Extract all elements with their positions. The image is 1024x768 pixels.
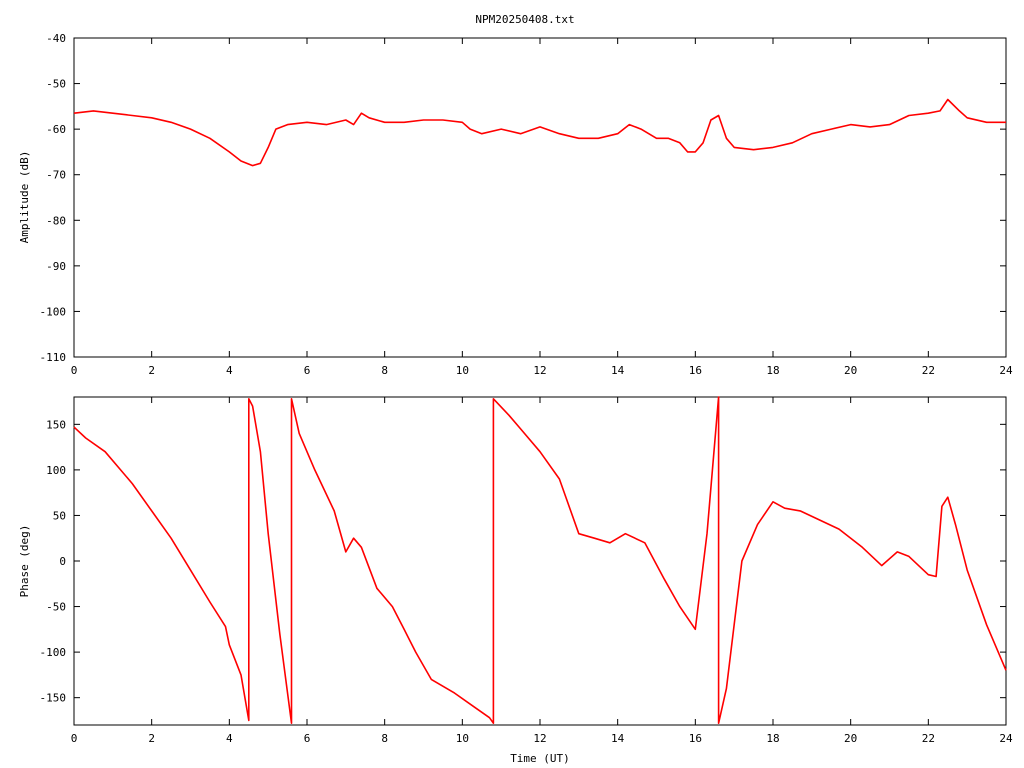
amplitude-x-tick-label: 18 [766, 364, 779, 377]
phase-x-tick-label: 20 [844, 732, 857, 745]
phase-x-tick-label: 22 [922, 732, 935, 745]
phase-x-tick-label: 8 [381, 732, 388, 745]
amplitude-y-axis-label: Amplitude (dB) [18, 151, 31, 244]
phase-y-tick-label: -50 [46, 601, 66, 614]
phase-series-line [73, 396, 1007, 724]
amplitude-series-line [73, 98, 1006, 167]
phase-x-tick-labels: 0 2 4 6 8 10 12 14 16 18 20 22 24 [71, 732, 1013, 745]
amplitude-y-tick-label: -100 [40, 305, 67, 318]
amplitude-y-tick-label: -50 [46, 78, 66, 91]
amplitude-x-tick-labels: 0 2 4 6 8 10 12 14 16 18 20 22 24 [71, 364, 1013, 377]
amplitude-plot-frame [73, 37, 1007, 358]
phase-y-tick-label: 0 [59, 555, 66, 568]
amplitude-ticks [73, 37, 1007, 358]
phase-ticks [73, 397, 1007, 725]
amplitude-x-tick-label: 2 [148, 364, 155, 377]
amplitude-x-tick-label: 4 [226, 364, 233, 377]
amplitude-x-tick-label: 0 [71, 364, 78, 377]
amplitude-x-tick-label: 20 [844, 364, 857, 377]
amplitude-y-tick-label: -40 [46, 32, 66, 45]
amplitude-x-tick-label: 16 [689, 364, 702, 377]
phase-y-tick-label: -100 [40, 646, 67, 659]
chart-title: NPM20250408.txt [475, 13, 574, 26]
phase-y-tick-label: 50 [53, 509, 66, 522]
amplitude-panel: -40-50-60-70-80-90-100-110 0 2 4 6 8 10 12 14 16… [18, 32, 1013, 377]
phase-x-tick-label: 0 [71, 732, 78, 745]
x-axis-label: Time (UT) [510, 752, 570, 765]
phase-x-tick-label: 10 [456, 732, 469, 745]
phase-y-tick-label: 150 [46, 418, 66, 431]
amplitude-y-tick-label: -90 [46, 260, 66, 273]
phase-x-tick-label: 12 [533, 732, 546, 745]
amplitude-y-tick-label: -60 [46, 123, 66, 136]
amplitude-x-tick-label: 10 [456, 364, 469, 377]
amplitude-x-tick-label: 14 [611, 364, 625, 377]
phase-x-tick-label: 2 [148, 732, 155, 745]
amplitude-y-tick-label: -70 [46, 169, 66, 182]
amplitude-x-tick-label: 24 [999, 364, 1013, 377]
phase-plot-frame [73, 396, 1007, 726]
phase-x-tick-label: 24 [999, 732, 1013, 745]
amplitude-x-tick-label: 8 [381, 364, 388, 377]
phase-y-tick-label: 100 [46, 464, 66, 477]
amplitude-x-tick-label: 6 [304, 364, 311, 377]
phase-x-tick-label: 14 [611, 732, 625, 745]
amplitude-y-tick-label: -110 [40, 351, 67, 364]
amplitude-x-tick-label: 22 [922, 364, 935, 377]
phase-y-tick-label: -150 [40, 692, 67, 705]
phase-x-tick-label: 6 [304, 732, 311, 745]
phase-x-tick-label: 4 [226, 732, 233, 745]
amplitude-y-tick-label: -80 [46, 214, 66, 227]
phase-y-tick-labels: 150 100 50 0 -50 -100 -150 [40, 418, 67, 704]
phase-y-axis-label: Phase (deg) [18, 525, 31, 598]
phase-x-tick-label: 16 [689, 732, 702, 745]
amplitude-x-tick-label: 12 [533, 364, 546, 377]
amplitude-y-tick-labels: -40 -50 -60 -70 -80 -90 -100 -110 [40, 32, 67, 364]
phase-x-tick-label: 18 [766, 732, 779, 745]
